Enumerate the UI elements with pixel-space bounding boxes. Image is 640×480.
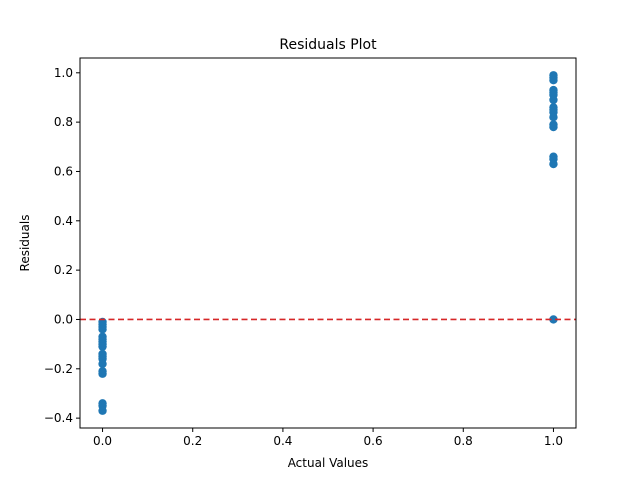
x-ticks: 0.0 0.2 0.4 0.6 0.8 1.0 [93,428,563,448]
plot-frame [79,57,577,429]
x-tick-label: 1.0 [544,434,563,448]
data-point [98,369,107,378]
chart-title: Residuals Plot [279,37,377,53]
x-tick-label: 0.4 [273,434,292,448]
y-tick-label: 0.0 [54,312,73,326]
y-ticks: −0.4 −0.2 0.0 0.2 0.4 0.6 0.8 1.0 [44,66,80,425]
data-point [549,159,558,169]
data-point [549,113,558,122]
y-tick-label: 0.4 [54,214,73,228]
x-tick-label: 0.0 [93,434,112,448]
x-tick-label: 0.2 [183,434,202,448]
data-point [549,76,558,85]
y-tick-label: 1.0 [54,66,73,80]
y-axis-label: Residuals [18,215,32,272]
data-point [98,406,107,415]
y-tick-label: 0.8 [54,115,73,129]
data-point [98,325,107,334]
y-tick-label: 0.2 [54,263,73,277]
data-point [549,122,558,132]
data-point [549,95,558,105]
y-tick-label: 0.6 [54,164,73,178]
y-tick-label: −0.2 [44,362,73,376]
data-point [549,315,558,324]
y-tick-label: −0.4 [44,411,73,425]
points-layer [98,71,558,415]
x-axis-label: Actual Values [288,456,369,470]
x-tick-label: 0.6 [364,434,383,448]
data-point [98,359,107,369]
data-point [98,342,107,351]
x-tick-label: 0.8 [454,434,473,448]
